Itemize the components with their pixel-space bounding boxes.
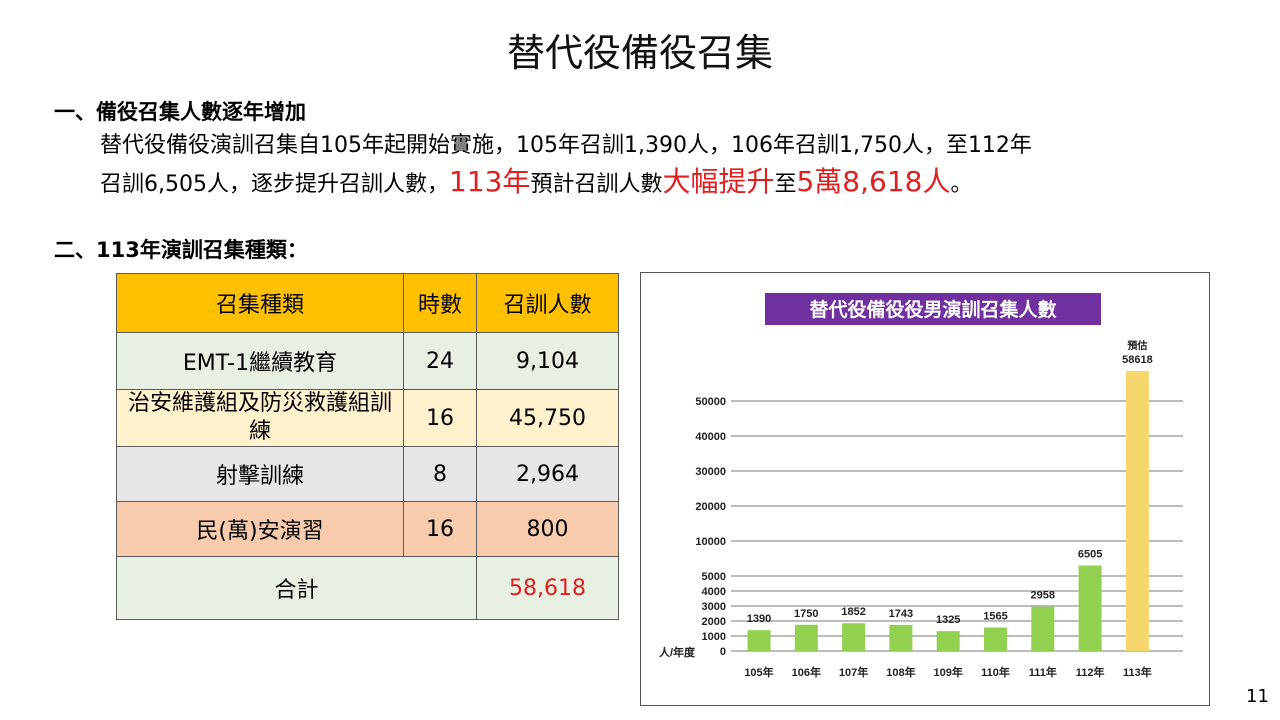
bar bbox=[1125, 370, 1149, 651]
cell-count: 45,750 bbox=[476, 389, 619, 447]
table-header-row: 召集種類 時數 召訓人數 bbox=[116, 273, 619, 333]
cell-count: 800 bbox=[476, 501, 619, 557]
highlight-increase: 大幅提升 bbox=[662, 165, 775, 198]
bar bbox=[747, 630, 771, 651]
bar bbox=[936, 631, 960, 651]
data-label: 2958 bbox=[1031, 590, 1055, 602]
header-type: 召集種類 bbox=[116, 273, 404, 333]
bar-chart: 替代役備役役男演訓召集人數 0 1000 2000 3000 4000 5000 10000 2… bbox=[659, 293, 1183, 679]
y-tick-label: 50000 bbox=[695, 396, 726, 408]
cell-count: 9,104 bbox=[476, 332, 619, 390]
paragraph-line-2: 召訓6,505人，逐步提升召訓人數，113年預計召訓人數大幅提升至5萬8,618… bbox=[100, 164, 1220, 203]
total-label: 合計 bbox=[116, 556, 477, 620]
x-tick-label: 108年 bbox=[886, 665, 915, 679]
x-tick-label: 111年 bbox=[1029, 665, 1057, 679]
bar bbox=[984, 627, 1007, 651]
cell-hours: 24 bbox=[403, 332, 477, 390]
paragraph-line-1: 替代役備役演訓召集自105年起開始實施，105年召訓1,390人，106年召訓1… bbox=[100, 133, 1032, 158]
table-total-row: 合計 58,618 bbox=[116, 556, 619, 620]
header-hours: 時數 bbox=[403, 273, 477, 333]
cell-hours: 16 bbox=[403, 389, 477, 447]
cell-hours: 8 bbox=[403, 446, 477, 502]
data-label: 6505 bbox=[1078, 548, 1102, 560]
cell-count: 2,964 bbox=[476, 446, 619, 502]
x-tick-label: 106年 bbox=[792, 665, 821, 679]
text-span: 預計召訓人數 bbox=[530, 172, 663, 197]
y-tick-label: 1000 bbox=[702, 631, 726, 643]
y-tick-label: 40000 bbox=[695, 431, 726, 443]
data-label: 58618 bbox=[1122, 354, 1153, 366]
cell-type: 民(萬)安演習 bbox=[116, 501, 404, 557]
cell-type: 射擊訓練 bbox=[116, 446, 404, 502]
section2-heading: 二、113年演訓召集種類： bbox=[54, 238, 308, 262]
training-types-table: 召集種類 時數 召訓人數 EMT-1繼續教育 24 9,104 治安維護組及防災… bbox=[116, 273, 619, 620]
y-tick-label: 2000 bbox=[702, 616, 726, 628]
x-tick-label: 105年 bbox=[744, 665, 773, 679]
table-row: EMT-1繼續教育 24 9,104 bbox=[116, 332, 619, 390]
page-title: 替代役備役召集 bbox=[506, 31, 773, 75]
data-label: 1565 bbox=[983, 611, 1007, 623]
estimate-annotation: 預估 bbox=[1127, 339, 1147, 352]
data-label: 1750 bbox=[794, 608, 818, 620]
x-tick-label: 113年 bbox=[1123, 665, 1152, 679]
cell-hours: 16 bbox=[403, 501, 477, 557]
table-row: 治安維護組及防災救護組訓練 16 45,750 bbox=[116, 389, 619, 447]
bar bbox=[1078, 565, 1102, 651]
cell-type: 治安維護組及防災救護組訓練 bbox=[116, 389, 404, 447]
table-row: 射擊訓練 8 2,964 bbox=[116, 446, 619, 502]
bar bbox=[889, 624, 913, 651]
bar bbox=[842, 623, 866, 651]
y-tick-label: 20000 bbox=[695, 501, 726, 513]
text-span: 。 bbox=[950, 172, 973, 197]
x-tick-label: 110年 bbox=[981, 665, 1010, 679]
y-tick-label: 3000 bbox=[702, 601, 726, 613]
data-label: 1743 bbox=[889, 608, 913, 620]
section1-heading: 一、備役召集人數逐年增加 bbox=[54, 100, 306, 124]
table-row: 民(萬)安演習 16 800 bbox=[116, 501, 619, 557]
data-label: 1852 bbox=[841, 606, 865, 618]
highlight-year: 113年 bbox=[448, 165, 531, 198]
y-axis-label: 人/年度 bbox=[659, 645, 696, 659]
x-tick-label: 109年 bbox=[934, 665, 963, 679]
y-tick-label: 5000 bbox=[702, 571, 726, 583]
text-span: 召訓6,505人，逐步提升召訓人數， bbox=[100, 172, 449, 197]
total-value: 58,618 bbox=[476, 556, 619, 620]
page-number: 11 bbox=[1246, 686, 1269, 707]
header-count: 召訓人數 bbox=[476, 273, 619, 333]
chart-panel: 替代役備役役男演訓召集人數 0 1000 2000 3000 4000 5000 10000 2… bbox=[640, 272, 1210, 706]
y-tick-label: 10000 bbox=[695, 536, 726, 548]
y-tick-label: 4000 bbox=[702, 586, 726, 598]
bar bbox=[1031, 606, 1055, 651]
x-tick-label: 107年 bbox=[839, 665, 868, 679]
data-label: 1390 bbox=[747, 613, 771, 625]
data-label: 1325 bbox=[936, 614, 960, 626]
highlight-total: 5萬8,618人 bbox=[796, 165, 951, 198]
chart-title: 替代役備役役男演訓召集人數 bbox=[809, 298, 1056, 321]
y-tick-label: 30000 bbox=[695, 466, 726, 478]
cell-type: EMT-1繼續教育 bbox=[116, 332, 404, 390]
y-tick-label: 0 bbox=[720, 646, 726, 658]
x-tick-label: 112年 bbox=[1076, 665, 1105, 679]
text-span: 至 bbox=[774, 172, 797, 197]
chart-title-bg bbox=[765, 293, 1101, 325]
section1-paragraph: 替代役備役演訓召集自105年起開始實施，105年召訓1,390人，106年召訓1… bbox=[100, 128, 1220, 203]
bar bbox=[794, 624, 818, 651]
